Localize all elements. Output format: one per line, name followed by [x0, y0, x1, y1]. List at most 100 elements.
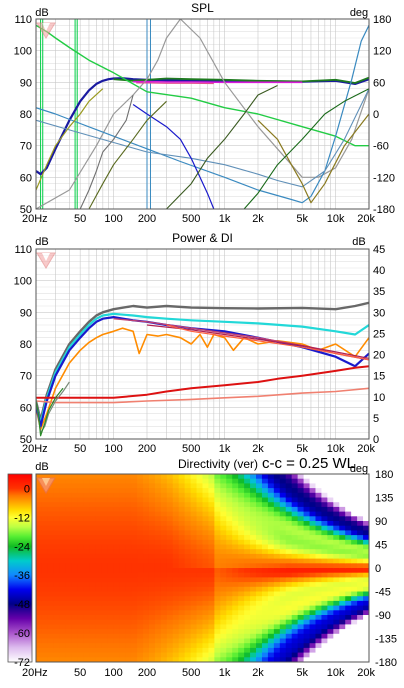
heatmap-cell	[267, 521, 275, 527]
heatmap-cell	[53, 643, 61, 649]
heatmap-cell	[172, 638, 180, 644]
heatmap-cell	[119, 535, 126, 541]
heatmap-cell	[83, 582, 91, 588]
y-tick-label-right: -60	[373, 141, 389, 153]
heatmap-cell	[41, 572, 49, 578]
heatmap-cell	[238, 558, 245, 564]
heatmap-cell	[256, 568, 263, 574]
right-axis-unit: dB	[352, 236, 365, 248]
heatmap-cell	[327, 586, 334, 593]
heatmap-cell	[357, 539, 364, 546]
heatmap-cell	[238, 643, 245, 649]
heatmap-cell	[107, 568, 114, 574]
heatmap-cell	[71, 478, 79, 484]
heatmap-cell	[89, 492, 97, 499]
heatmap-cell	[214, 615, 221, 621]
heatmap-cell	[279, 657, 287, 662]
heatmap-cell	[107, 488, 114, 494]
heatmap-cell	[101, 558, 108, 564]
heatmap-cell	[184, 615, 192, 621]
heatmap-cell	[47, 544, 55, 550]
heatmap-cell	[273, 638, 281, 644]
heatmap-cell	[41, 586, 49, 593]
heatmap-cell	[214, 605, 221, 611]
heatmap-cell	[101, 483, 108, 489]
heatmap-cell	[101, 591, 108, 597]
heatmap-cell	[36, 610, 43, 616]
heatmap-cell	[297, 619, 305, 625]
heatmap-cell	[148, 488, 156, 494]
heatmap-cell	[244, 596, 251, 602]
heatmap-cell	[244, 497, 251, 503]
heatmap-cell	[214, 549, 221, 555]
heatmap-cell	[226, 502, 233, 508]
heatmap-cell	[339, 615, 346, 621]
heatmap-cell	[184, 577, 192, 583]
heatmap-cell	[321, 544, 328, 550]
heatmap-cell	[95, 591, 103, 597]
heatmap-cell	[190, 521, 198, 527]
heatmap-cell	[303, 525, 311, 531]
heatmap-cell	[83, 530, 91, 536]
x-tick-label: 1k	[219, 213, 231, 225]
heatmap-cell	[345, 516, 352, 522]
heatmap-cell	[226, 474, 233, 480]
heatmap-cell	[53, 647, 61, 654]
heatmap-cell	[232, 652, 239, 658]
heatmap-cell	[214, 553, 221, 560]
heatmap-cell	[226, 577, 233, 583]
heatmap-cell	[261, 563, 269, 569]
heatmap-cell	[285, 610, 293, 616]
heatmap-cell	[345, 582, 352, 588]
heatmap-cell	[309, 539, 317, 546]
heatmap-cell	[297, 596, 305, 602]
heatmap-cell	[36, 657, 43, 662]
heatmap-cell	[321, 563, 328, 569]
heatmap-cell	[309, 568, 317, 574]
heatmap-cell	[65, 657, 73, 662]
heatmap-cell	[178, 577, 186, 583]
heatmap-cell	[303, 530, 311, 536]
y-tick-label-right: 0	[373, 109, 379, 121]
heatmap-cell	[238, 568, 245, 574]
heatmap-cell	[315, 492, 323, 499]
heatmap-cell	[154, 502, 162, 508]
series-line	[166, 85, 278, 209]
heatmap-cell	[321, 483, 328, 489]
heatmap-cell	[303, 600, 311, 607]
heatmap-cell	[196, 596, 204, 602]
heatmap-cell	[184, 488, 192, 494]
heatmap-cell	[83, 629, 91, 635]
heatmap-cell	[333, 638, 340, 644]
heatmap-cell	[36, 572, 43, 578]
heatmap-cell	[172, 652, 180, 658]
heatmap-cell	[154, 619, 162, 625]
heatmap-cell	[220, 492, 227, 499]
heatmap-cell	[357, 647, 364, 654]
heatmap-cell	[214, 521, 221, 527]
heatmap-cell	[339, 586, 346, 593]
heatmap-cell	[238, 591, 245, 597]
heatmap-cell	[297, 615, 305, 621]
heatmap-cell	[250, 647, 257, 654]
heatmap-cell	[291, 629, 299, 635]
heatmap-cell	[36, 596, 43, 602]
heatmap-cell	[77, 516, 85, 522]
heatmap-cell	[351, 657, 358, 662]
heatmap-cell	[267, 586, 275, 593]
heatmap-cell	[101, 605, 108, 611]
heatmap-cell	[190, 502, 198, 508]
heatmap-cell	[101, 586, 108, 593]
heatmap-cell	[256, 530, 263, 536]
heatmap-cell	[143, 535, 150, 541]
heatmap-cell	[107, 478, 114, 484]
heatmap-cell	[238, 511, 245, 517]
y-tick-label-right: 5	[373, 413, 379, 425]
series-line	[243, 88, 369, 209]
heatmap-cell	[309, 530, 317, 536]
heatmap-cell	[244, 549, 251, 555]
heatmap-cell	[327, 619, 334, 625]
heatmap-cell	[202, 615, 210, 621]
heatmap-cell	[214, 492, 221, 499]
heatmap-cell	[166, 549, 174, 555]
